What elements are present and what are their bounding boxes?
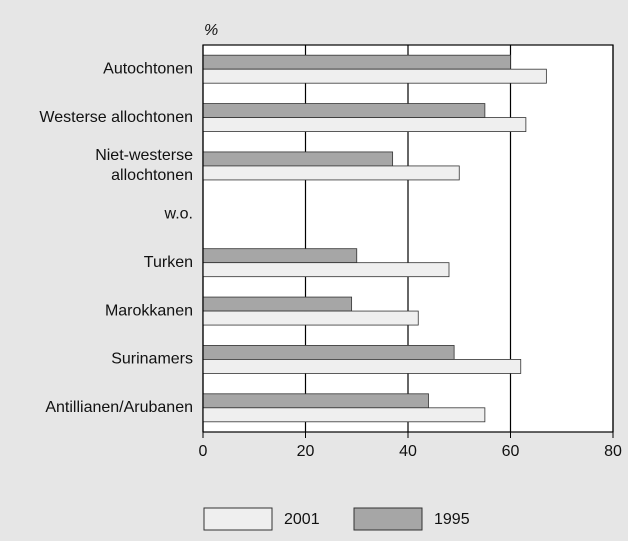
plot-border bbox=[202, 44, 614, 433]
y-tick-label: Antillianen/Arubanen bbox=[45, 399, 193, 416]
legend-swatch bbox=[203, 507, 273, 531]
y-tick-label: Marokkanen bbox=[105, 302, 193, 319]
bar bbox=[202, 345, 455, 360]
bar bbox=[202, 393, 429, 409]
bar bbox=[202, 117, 527, 132]
bar bbox=[202, 296, 353, 312]
bar bbox=[202, 54, 511, 70]
bar bbox=[202, 310, 419, 326]
bar bbox=[202, 165, 460, 181]
y-tick-label: Niet-westerse allochtonen bbox=[95, 147, 193, 184]
x-tick-label: 80 bbox=[604, 443, 622, 460]
y-tick-label: Surinamers bbox=[111, 351, 193, 368]
legend-swatch bbox=[353, 507, 423, 531]
bar bbox=[202, 262, 450, 278]
x-tick-label: 40 bbox=[399, 443, 417, 460]
x-tick-label: 60 bbox=[502, 443, 520, 460]
unit-label: % bbox=[204, 22, 218, 39]
bar bbox=[202, 151, 394, 167]
x-tick-label: 0 bbox=[199, 443, 208, 460]
bar bbox=[202, 359, 522, 374]
bar bbox=[202, 248, 358, 264]
y-tick-label: Turken bbox=[144, 254, 193, 271]
bar bbox=[202, 407, 486, 423]
legend-label: 2001 bbox=[284, 511, 320, 528]
y-tick-label: Autochtonen bbox=[103, 60, 193, 77]
y-tick-label: Westerse allochtonen bbox=[39, 109, 193, 126]
x-tick-label: 20 bbox=[297, 443, 315, 460]
y-tick-label: w.o. bbox=[164, 206, 193, 223]
legend-label: 1995 bbox=[434, 511, 470, 528]
bar bbox=[202, 103, 486, 118]
bar bbox=[202, 68, 547, 84]
